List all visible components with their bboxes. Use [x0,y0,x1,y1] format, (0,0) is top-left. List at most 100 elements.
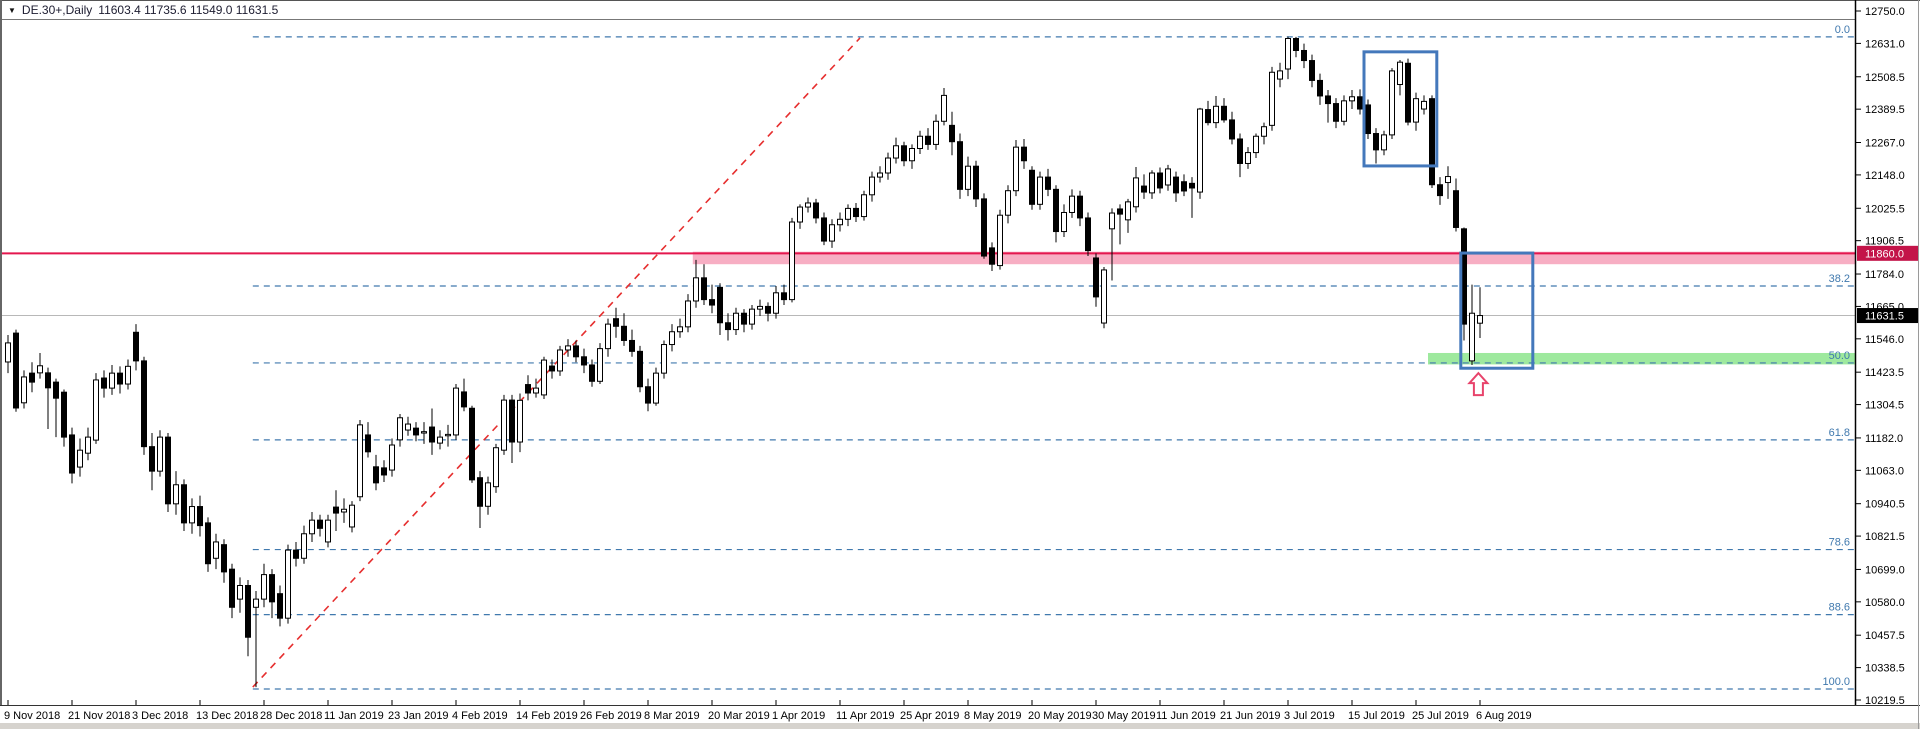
candle-bull [1253,135,1259,154]
fib-level-label: 50.0 [1829,350,1850,362]
candle-bull [397,417,403,441]
candle-bull [677,326,683,333]
price-axis-label: 10699.0 [1865,564,1905,576]
candle-bull [829,224,835,242]
candle-bull [213,541,219,559]
candle-bear [765,305,771,314]
annotation-rect-breakdown[interactable] [1459,251,1535,370]
date-axis-label: 11 Apr 2019 [836,710,895,722]
candle-bear [165,436,171,505]
candle-bear [701,277,707,301]
candle-bear [1093,257,1099,298]
fib-level-label: 100.0 [1822,676,1850,688]
candle-bear [813,202,819,219]
candle-bear [53,381,59,399]
candle-bull [1125,201,1131,221]
price-axis-label: 11304.5 [1865,400,1904,412]
candle-bull [157,436,163,472]
candle-bear [613,318,619,327]
candle-bear [365,434,371,453]
candle-bear [1221,105,1227,121]
candle-bull [685,300,691,328]
candle-bull [597,348,603,382]
date-axis-label: 20 Mar 2019 [708,710,770,722]
candle-bear [1293,38,1299,51]
price-axis-label: 12631.0 [1865,38,1905,50]
chart-title-bar: ▼ DE.30+,Daily 11603.4 11735.6 11549.0 1… [0,0,1920,19]
candle-bull [885,157,891,174]
candle-bull [797,206,803,223]
candle-bear [477,477,483,507]
candle-bull [533,387,539,394]
candle-bull [757,305,763,310]
date-axis-label: 6 Aug 2019 [1476,710,1532,722]
candle-bull [1261,126,1267,137]
fib-level-label: 0.0 [1835,24,1850,36]
candle-bear [741,312,747,325]
candle-bear [101,377,107,389]
candle-bull [453,387,459,436]
candle-bull [173,484,179,505]
candle-bull [349,504,355,528]
candle-bear [245,585,251,638]
candle-bull [357,424,363,498]
symbol-dropdown-icon[interactable]: ▼ [8,5,16,15]
price-axis-label: 11906.5 [1865,236,1904,248]
candle-bull [37,365,43,374]
candle-bear [549,365,555,372]
trendline[interactable] [252,37,861,688]
date-axis[interactable]: 9 Nov 2018 21 Nov 2018 3 Dec 2018 13 Dec 20… [4,700,1532,722]
candle-bull [253,598,259,608]
price-axis[interactable]: 12750.0 12631.0 12508.5 12389.5 12267.0 12148… [1856,6,1918,707]
candle-bear [1085,217,1091,252]
candle-bull [1349,96,1355,102]
date-axis-label: 4 Feb 2019 [452,710,508,722]
chart-symbol-label: DE.30+,Daily [21,2,93,17]
candle-bear [1365,104,1371,135]
candle-bear [781,292,787,301]
support-zone[interactable] [1428,352,1855,365]
candle-bear [197,506,203,527]
price-badge-resistance [1857,245,1918,261]
price-axis-label: 10821.5 [1865,531,1905,543]
candle-bear [709,299,715,306]
date-axis-label: 21 Jun 2019 [1220,710,1281,722]
candle-bull [1005,190,1011,216]
candle-bull [1389,70,1395,136]
candle-bear [621,325,627,341]
candle-bull [493,447,499,488]
candle-bull [661,344,667,374]
arrow-up-icon[interactable] [1467,371,1490,397]
candle-bull [1037,176,1043,205]
candle-bull [1413,98,1419,123]
price-axis-label: 11423.5 [1865,367,1904,379]
candle-bull [773,292,779,314]
price-axis-label: 10219.5 [1865,695,1905,707]
candle-bear [229,568,235,608]
annotation-rect-consolidation[interactable] [1362,50,1439,168]
price-axis-label: 12508.5 [1865,72,1905,84]
candle-bear [821,217,827,242]
candle-bear [45,372,51,389]
candle-bear [469,407,475,481]
candle-bear [901,145,907,162]
candle-bull [1101,269,1107,324]
candle-bear [629,339,635,352]
candle-bull [261,574,267,600]
price-axis-label: 11546.0 [1865,334,1904,346]
candle-bull [341,508,347,513]
candle-bull [189,506,195,524]
date-axis-label: 1 Apr 2019 [772,710,825,722]
candle-bull [125,365,131,385]
candle-bull [1197,108,1203,193]
candle-bear [1301,49,1307,62]
candle-bull [85,436,91,454]
candle-bull [325,519,331,543]
candle-bull [109,372,115,389]
price-axis-label: 12267.0 [1865,138,1905,150]
price-axis-label: 11182.0 [1865,433,1903,445]
date-axis-label: 25 Jul 2019 [1412,710,1469,722]
candles-layer [5,36,1483,688]
